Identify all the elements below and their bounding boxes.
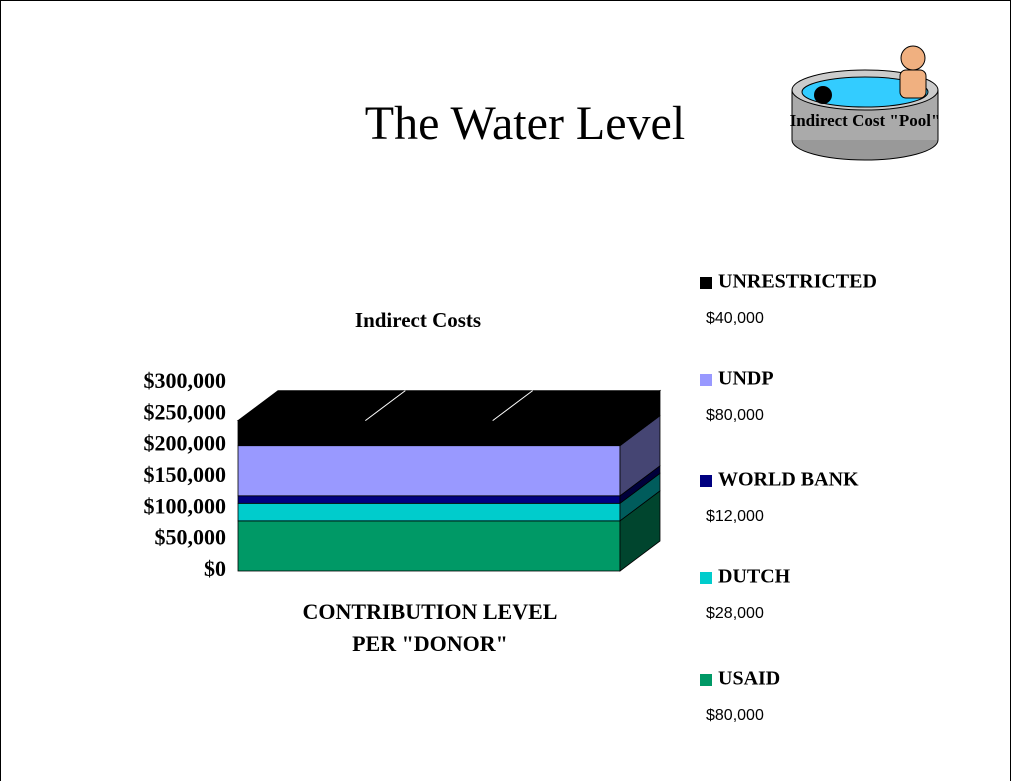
legend-swatch [700, 475, 712, 487]
page: The Water Level Indirect Cost "Pool" Ind… [0, 0, 1011, 781]
value-label: $40,000 [706, 310, 764, 327]
y-tick-label: $250,000 [144, 399, 227, 424]
value-label: $12,000 [706, 508, 764, 525]
legend-label: WORLD BANK [718, 469, 859, 491]
legend-label: UNRESTRICTED [718, 271, 877, 293]
bar-top [238, 391, 660, 421]
legend-label: DUTCH [718, 566, 791, 588]
legend-swatch [700, 572, 712, 584]
y-tick-label: $0 [204, 556, 226, 581]
bar-segment [238, 521, 620, 571]
legend-label: UNDP [718, 368, 774, 390]
bar-segment [238, 446, 620, 496]
y-tick-label: $150,000 [144, 462, 227, 487]
y-tick-label: $200,000 [144, 431, 227, 456]
value-label: $28,000 [706, 605, 764, 622]
bar-segment [238, 421, 620, 446]
bar-segment [238, 496, 620, 504]
x-axis-label: CONTRIBUTION LEVEL PER "DONOR" [290, 596, 570, 660]
legend-swatch [700, 674, 712, 686]
slide-title: The Water Level [365, 97, 685, 150]
value-label: $80,000 [706, 407, 764, 424]
legend-swatch [700, 374, 712, 386]
value-label: $80,000 [706, 707, 764, 724]
bar-segment [238, 503, 620, 521]
y-tick-label: $100,000 [144, 493, 227, 518]
legend-swatch [700, 277, 712, 289]
pool-caption: Indirect Cost "Pool" [790, 111, 941, 130]
chart-title: Indirect Costs [355, 308, 481, 332]
y-tick-label: $50,000 [155, 525, 227, 550]
slide: The Water Level Indirect Cost "Pool" Ind… [0, 0, 1011, 781]
pool-clipart: Indirect Cost "Pool" [790, 46, 941, 160]
y-tick-label: $300,000 [144, 368, 227, 393]
legend-label: USAID [718, 668, 780, 690]
